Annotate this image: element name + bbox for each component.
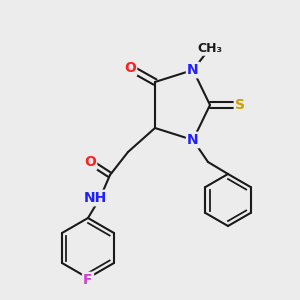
Text: O: O	[124, 61, 136, 75]
Text: F: F	[83, 273, 93, 287]
Text: CH₃: CH₃	[197, 41, 223, 55]
Text: N: N	[187, 133, 199, 147]
Text: O: O	[84, 155, 96, 169]
Text: NH: NH	[83, 191, 106, 205]
Text: S: S	[235, 98, 245, 112]
Text: N: N	[187, 63, 199, 77]
